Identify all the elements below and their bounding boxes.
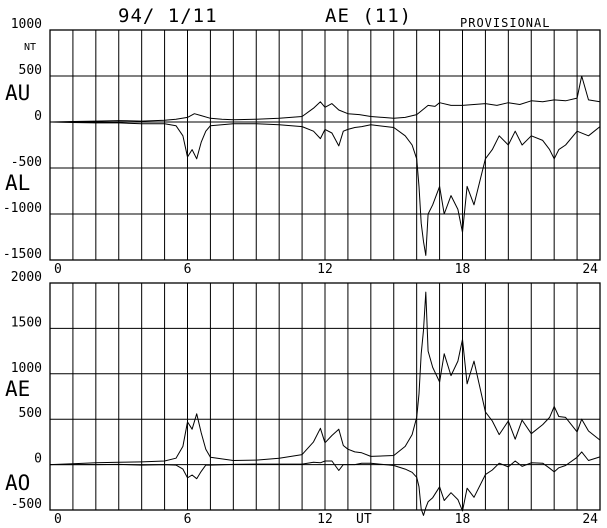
x-tick-label: 0: [54, 512, 62, 527]
y-tick-label: 0: [34, 452, 42, 467]
au-al-traces: [49, 75, 601, 256]
ae-trace: [49, 291, 601, 466]
ae-series-label: AE: [5, 377, 30, 401]
au-al-y-tick-labels: 1000 500 0 -500 -1000 -1500: [3, 17, 42, 262]
ao-series-label: AO: [5, 471, 30, 495]
x-tick-label: 6: [184, 512, 192, 527]
index-label: AE (11): [325, 5, 412, 27]
y-tick-label: 1000: [11, 17, 42, 32]
au-trace: [49, 75, 601, 123]
x-tick-label: 24: [582, 262, 598, 277]
x-tick-label: 0: [54, 262, 62, 277]
y-tick-label: -1000: [3, 201, 42, 216]
al-series-label: AL: [5, 171, 30, 195]
au-al-unit-label: NT: [24, 42, 36, 53]
y-tick-label: 500: [19, 406, 42, 421]
y-tick-label: -500: [11, 155, 42, 170]
y-tick-label: 500: [19, 63, 42, 78]
ae-ao-frame: [49, 282, 601, 511]
x-tick-label: 12: [317, 262, 333, 277]
au-al-panel: 1000 500 0 -500 -1000 -1500 0 6 12 18 24 NT AU AL: [3, 17, 601, 277]
y-tick-label: -500: [11, 497, 42, 512]
ae-ao-grid: [50, 283, 600, 510]
x-tick-label: 18: [455, 262, 471, 277]
ae-ao-y-tick-labels: 2000 1500 1000 500 0 -500: [11, 270, 42, 512]
status-label: PROVISIONAL: [460, 16, 550, 30]
y-tick-label: -1500: [3, 247, 42, 262]
y-tick-label: 1500: [11, 315, 42, 330]
y-tick-label: 2000: [11, 270, 42, 285]
au-al-x-tick-labels: 0 6 12 18 24: [54, 262, 598, 277]
y-tick-label: 1000: [11, 361, 42, 376]
au-series-label: AU: [5, 81, 30, 105]
y-tick-label: 0: [34, 109, 42, 124]
x-tick-label: 12: [317, 512, 333, 527]
date-label: 94/ 1/11: [118, 5, 218, 27]
x-tick-label: 18: [455, 512, 471, 527]
ae-ao-traces: [49, 291, 601, 516]
x-tick-label: 24: [582, 512, 598, 527]
ae-ao-panel: 2000 1500 1000 500 0 -500 0 6 12 18 24 AE AO UT: [5, 270, 601, 527]
ao-trace: [50, 451, 601, 516]
ut-axis-label: UT: [356, 512, 372, 527]
au-al-grid: [50, 30, 600, 260]
au-al-frame: [49, 29, 601, 261]
x-tick-label: 6: [184, 262, 192, 277]
ae-ao-x-tick-labels: 0 6 12 18 24: [54, 512, 598, 527]
al-trace: [49, 121, 601, 256]
